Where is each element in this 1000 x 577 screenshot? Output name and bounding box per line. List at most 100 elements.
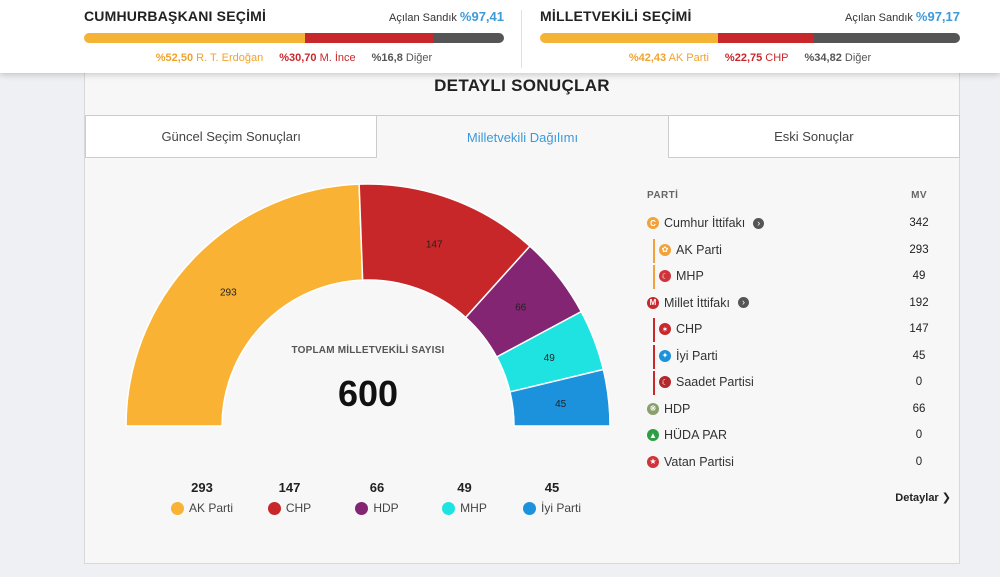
table-row: ✶ CHP 147 (647, 316, 929, 343)
chart-legend-name: İyi Parti (540, 501, 581, 515)
mv-count-cell: 192 (909, 296, 929, 309)
table-row: ✿ AK Parti 293 (647, 237, 929, 264)
presidential-summary[interactable]: CUMHURBAŞKANI SEÇİMİ Açılan Sandık %97,41… (84, 8, 504, 68)
parliamentary-open-ballots: Açılan Sandık %97,17 (845, 9, 960, 24)
party-name-cell: ✦ İyi Parti (647, 349, 718, 363)
election-summary-bar: CUMHURBAŞKANI SEÇİMİ Açılan Sandık %97,41… (0, 0, 1000, 73)
chp-icon: ✶ (659, 323, 671, 336)
chart-legend-item: 49 MHP (420, 480, 510, 515)
parliamentary-legend-item: %42,43 AK Parti (629, 52, 709, 64)
presidential-open-ballots: Açılan Sandık %97,41 (389, 9, 504, 24)
party-name-cell: ✿ AK Parti (647, 243, 722, 257)
party-seat-table: PARTİ MV C Cumhur İttifakı › 342 ✿ AK Parti 29… (647, 190, 929, 475)
party-name: Vatan Partisi (664, 454, 734, 469)
donut-slice-label: 147 (426, 240, 443, 251)
mv-count-cell: 342 (909, 217, 929, 230)
party-name-cell: ✶ CHP (647, 322, 702, 336)
mv-count-cell: 0 (915, 376, 923, 389)
legend-dot-icon (267, 501, 281, 515)
chart-legend-count: 293 (191, 480, 213, 495)
presidential-legend-pct: %52,50 (155, 52, 194, 64)
parliamentary-bar-segment-2 (813, 33, 960, 43)
tab-past-results[interactable]: Eski Sonuçlar (668, 115, 960, 158)
parliamentary-legend: %42,43 AK Parti %22,75 CHP %34,82 Diğer (540, 52, 960, 64)
presidential-result-bar (84, 33, 504, 43)
legend-dot-icon (522, 501, 536, 515)
ak-parti-icon: ✿ (659, 243, 671, 256)
chart-legend-label: AK Parti (157, 501, 247, 515)
chart-legend-count: 66 (369, 480, 385, 495)
expand-chevron-icon[interactable]: › (738, 297, 749, 309)
chart-legend-count: 147 (278, 480, 301, 495)
party-name-cell: ▲ HÜDA PAR (647, 428, 727, 442)
chart-legend-count: 49 (457, 480, 472, 495)
presidential-legend-pct: %16,8 (371, 52, 403, 64)
chart-legend-label: MHP (420, 501, 510, 515)
party-name: HDP (664, 401, 691, 416)
tab-current-results[interactable]: Güncel Seçim Sonuçları (85, 115, 378, 158)
mv-count-cell: 49 (912, 270, 926, 283)
parliamentary-bar-segment-0 (540, 33, 719, 43)
chart-legend-item: 147 CHP (245, 480, 335, 515)
total-seats-value: 600 (337, 373, 399, 414)
table-row[interactable]: C Cumhur İttifakı › 342 (647, 210, 929, 237)
table-row: ▲ HÜDA PAR 0 (647, 422, 929, 449)
huda-par-icon: ▲ (647, 429, 659, 442)
mv-column-header: MV (911, 190, 927, 201)
presidential-legend-name: Diğer (402, 52, 433, 64)
donut-slice-ak-parti[interactable] (125, 183, 364, 427)
table-header: PARTİ MV (647, 190, 929, 210)
party-name: CHP (676, 322, 703, 337)
table-row: ❋ HDP 66 (647, 396, 929, 423)
chart-legend-label: CHP (245, 501, 335, 515)
legend-dot-icon (442, 501, 456, 515)
details-link[interactable]: Detaylar ❯ (895, 492, 951, 504)
parliamentary-legend-item: %34,82 Diğer (805, 52, 872, 64)
mv-count-cell: 0 (915, 429, 923, 442)
iyi-parti-icon: ✦ (659, 349, 671, 362)
presidential-legend-name: R. T. Erdoğan (193, 52, 264, 64)
panel-title: DETAYLI SONUÇLAR (434, 76, 610, 95)
chart-legend: 293 AK Parti 147 CHP 66 HDP 49 MHP 45 İyi Parti (157, 480, 617, 520)
mv-count-cell: 45 (912, 349, 926, 362)
hdp-icon: ❋ (647, 402, 659, 415)
party-name-cell: ❋ HDP (647, 402, 690, 416)
chart-legend-label: İyi Parti (507, 501, 597, 515)
parliamentary-legend-pct: %34,82 (804, 52, 842, 64)
detailed-results-panel: DETAYLI SONUÇLAR Güncel Seçim Sonuçları … (84, 60, 960, 564)
parliamentary-legend-pct: %42,43 (628, 52, 667, 64)
presidential-legend-pct: %30,70 (279, 52, 317, 64)
expand-chevron-icon[interactable]: › (753, 217, 765, 229)
party-name-cell: M Millet İttifakı › (647, 296, 749, 310)
chart-legend-name: CHP (285, 501, 312, 515)
donut-slice-label: 66 (515, 302, 527, 313)
chart-legend-name: AK Parti (188, 501, 233, 515)
presidential-legend-item: %52,50 R. T. Erdoğan (156, 52, 263, 64)
table-rows: C Cumhur İttifakı › 342 ✿ AK Parti 293 ☾ MHP 49 M M… (647, 210, 929, 475)
presidential-bar-segment-1 (304, 33, 434, 43)
parliamentary-summary[interactable]: MİLLETVEKİLİ SEÇİMİ Açılan Sandık %97,17 … (540, 8, 960, 68)
presidential-legend-item: %30,70 M. İnce (279, 52, 355, 64)
chart-legend-count: 45 (544, 480, 560, 495)
parliamentary-legend-name: AK Parti (666, 52, 709, 64)
chart-legend-item: 45 İyi Parti (507, 480, 597, 515)
mv-count-cell: 66 (912, 402, 926, 415)
chart-legend-label: HDP (332, 501, 422, 515)
presidential-bar-segment-2 (433, 33, 504, 43)
mhp-icon: ☾ (659, 270, 671, 283)
presidential-bar-segment-0 (84, 33, 305, 43)
donut-slice-i̇yi-parti[interactable] (509, 368, 611, 427)
tab-seat-distribution[interactable]: Milletvekili Dağılımı (377, 115, 669, 158)
vatan-icon: ★ (647, 455, 659, 468)
party-name: Millet İttifakı (664, 295, 730, 310)
table-row[interactable]: M Millet İttifakı › 192 (647, 290, 929, 317)
presidential-legend: %52,50 R. T. Erdoğan %30,70 M. İnce %16,8 … (84, 52, 504, 64)
party-name-cell: C Cumhur İttifakı › (647, 216, 765, 230)
parliamentary-legend-name: CHP (762, 52, 789, 64)
party-name: MHP (676, 269, 704, 284)
legend-dot-icon (355, 501, 369, 515)
saadet-icon: ☾ (659, 376, 671, 389)
mv-count-cell: 147 (909, 323, 929, 336)
party-name-cell: ☾ MHP (647, 269, 704, 283)
party-name: AK Parti (676, 242, 722, 257)
